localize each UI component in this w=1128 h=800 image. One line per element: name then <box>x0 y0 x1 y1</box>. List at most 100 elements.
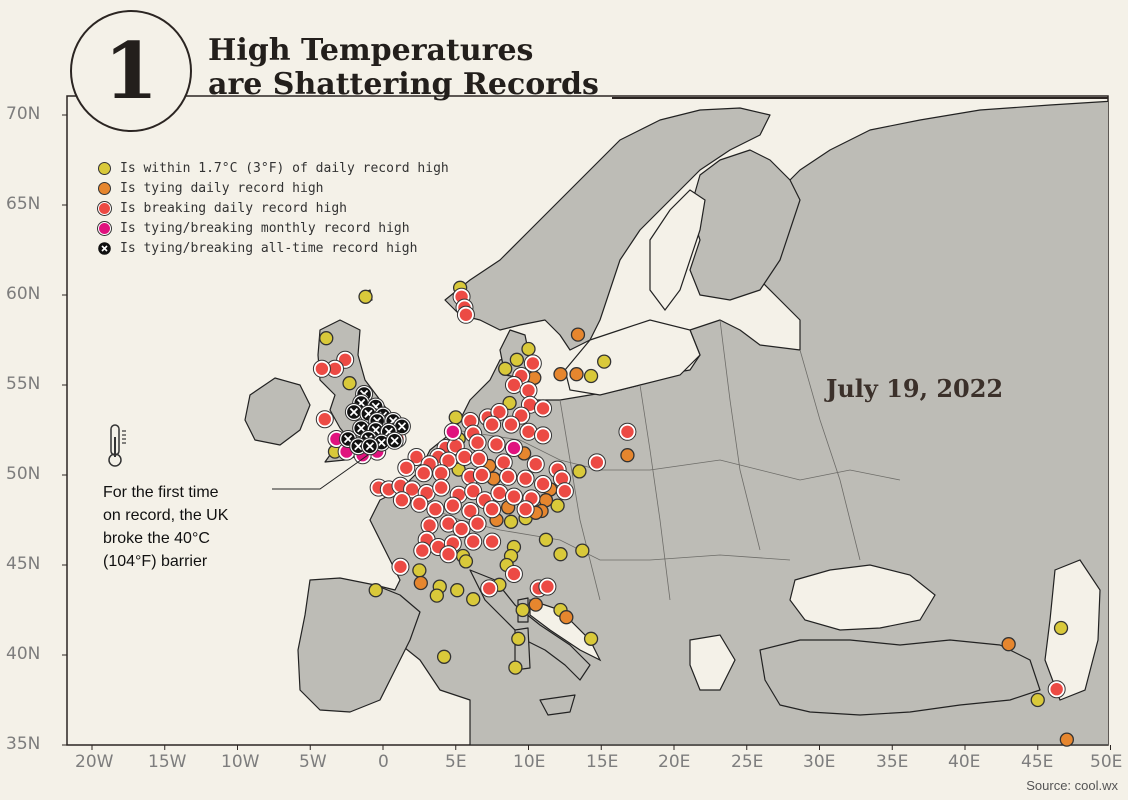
station-marker-break <box>523 354 542 373</box>
uk-annotation: For the first time on record, the UK bro… <box>103 481 228 573</box>
station-marker-tie <box>1059 732 1074 747</box>
station-marker-within <box>1030 692 1045 708</box>
baltic-sea <box>564 319 701 396</box>
orange-dot-icon <box>98 181 111 195</box>
station-marker-break <box>312 359 331 378</box>
station-marker-break <box>452 520 471 538</box>
station-marker-break <box>534 475 553 493</box>
section-number: 1 <box>70 10 192 132</box>
station-marker-break <box>413 541 432 560</box>
station-marker-break <box>499 467 518 486</box>
lon-tick-label: 20E <box>658 752 691 772</box>
lon-tick-label: 25E <box>731 752 764 772</box>
lat-tick-label: 65N <box>6 194 41 214</box>
station-marker-break <box>516 469 535 488</box>
station-marker-break <box>472 466 491 484</box>
caspian-sea <box>1044 559 1101 701</box>
station-marker-break <box>439 545 458 564</box>
station-marker-within <box>458 554 474 569</box>
station-marker-alltime <box>360 437 379 456</box>
annotation-line: on record, the UK <box>103 507 229 524</box>
station-marker-break <box>392 491 411 510</box>
lat-tick-label: 60N <box>6 284 41 304</box>
station-marker-within <box>515 602 530 618</box>
magenta-dot-icon <box>98 221 111 235</box>
station-marker-break <box>470 449 489 468</box>
title-rule <box>612 97 1108 99</box>
lon-tick-label: 10E <box>513 752 546 772</box>
map-legend: Is within 1.7°C (3°F) of daily record hi… <box>98 158 449 258</box>
station-marker-break <box>464 532 483 551</box>
station-marker-alltime <box>385 431 404 450</box>
station-marker-within <box>448 410 463 425</box>
title-line-2: are Shattering Records <box>208 67 599 102</box>
station-marker-break <box>315 410 334 429</box>
station-marker-break <box>483 500 502 519</box>
lon-tick-label: 50E <box>1090 752 1123 772</box>
station-marker-break <box>504 565 523 583</box>
station-marker-break <box>426 500 445 519</box>
station-marker-break <box>483 532 502 551</box>
red-dot-icon <box>98 201 111 215</box>
station-marker-within <box>342 376 357 391</box>
lon-tick-label: 15E <box>586 752 619 772</box>
lon-tick-label: 20W <box>75 752 114 772</box>
annotation-line: For the first time <box>103 484 219 501</box>
station-marker-break <box>432 464 451 483</box>
station-marker-within <box>498 361 513 376</box>
station-marker-break <box>534 399 553 418</box>
station-marker-within <box>538 532 554 547</box>
station-marker-tie <box>413 575 428 591</box>
date-label: July 19, 2022 <box>826 374 1004 403</box>
station-marker-break <box>490 403 509 421</box>
lat-tick-label: 70N <box>6 104 41 124</box>
italy <box>469 569 591 681</box>
station-marker-within <box>1053 620 1069 636</box>
station-marker-break <box>555 482 574 501</box>
lon-tick-label: 5E <box>445 752 467 772</box>
station-marker-break <box>391 557 410 576</box>
station-marker-break <box>468 514 487 533</box>
aegean-sea <box>689 634 736 691</box>
black-sea <box>789 564 936 631</box>
station-marker-break <box>480 579 499 598</box>
station-marker-break <box>534 426 553 445</box>
source-credit: Source: cool.wx <box>1026 778 1118 793</box>
station-marker-within <box>466 592 481 607</box>
station-marker-break <box>618 422 637 441</box>
station-marker-within <box>502 395 517 411</box>
station-marker-within <box>509 352 525 367</box>
station-marker-within <box>597 354 612 369</box>
station-marker-break <box>410 494 429 513</box>
station-marker-within <box>503 514 519 529</box>
station-marker-break <box>1047 680 1066 699</box>
scandinavia <box>444 107 771 351</box>
station-marker-within <box>368 583 383 598</box>
lon-tick-label: 45E <box>1021 752 1054 772</box>
station-marker-tie <box>569 367 584 382</box>
station-marker-break <box>538 577 557 596</box>
legend-label: Is tying daily record high <box>120 180 324 196</box>
finland <box>689 149 801 301</box>
station-marker-tie <box>528 597 543 612</box>
station-marker-within <box>553 547 568 562</box>
station-marker-break <box>455 448 474 466</box>
station-marker-break <box>443 496 462 515</box>
station-marker-monthly <box>443 422 462 441</box>
legend-item-within: Is within 1.7°C (3°F) of daily record hi… <box>98 158 449 178</box>
station-marker-break <box>502 415 521 434</box>
lat-tick-label: 50N <box>6 464 41 484</box>
annotation-line: (104°F) barrier <box>103 553 208 570</box>
sicily <box>539 694 576 716</box>
legend-item-monthly: Is tying/breaking monthly record high <box>98 218 449 238</box>
yellow-dot-icon <box>98 161 111 175</box>
station-marker-break <box>490 484 509 502</box>
station-marker-break <box>325 359 344 378</box>
ireland <box>244 377 311 446</box>
station-marker-tie <box>620 448 635 463</box>
lon-tick-label: 35E <box>876 752 909 772</box>
lon-tick-label: 10W <box>221 752 260 772</box>
thermometer-icon <box>108 424 126 467</box>
station-marker-break <box>487 435 506 454</box>
